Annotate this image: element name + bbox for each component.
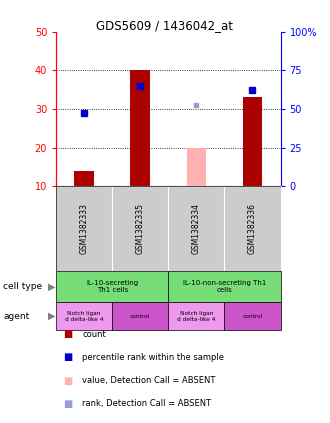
Text: agent: agent xyxy=(3,312,30,321)
Text: rank, Detection Call = ABSENT: rank, Detection Call = ABSENT xyxy=(82,399,212,409)
Bar xyxy=(168,186,224,271)
Text: ▶: ▶ xyxy=(48,311,55,321)
Text: GSM1382334: GSM1382334 xyxy=(192,203,201,254)
Text: ■: ■ xyxy=(63,329,72,339)
Text: control: control xyxy=(242,314,263,319)
Text: cell type: cell type xyxy=(3,282,43,291)
Bar xyxy=(168,302,224,330)
Text: ■: ■ xyxy=(63,399,72,409)
Text: ■: ■ xyxy=(63,376,72,386)
Bar xyxy=(56,186,112,271)
Bar xyxy=(168,271,280,302)
Text: count: count xyxy=(82,330,106,339)
Text: Notch ligan
d delta-like 4: Notch ligan d delta-like 4 xyxy=(65,311,103,321)
Text: percentile rank within the sample: percentile rank within the sample xyxy=(82,353,224,362)
Bar xyxy=(74,170,94,186)
Text: GSM1382333: GSM1382333 xyxy=(80,203,89,254)
Text: ■: ■ xyxy=(63,352,72,363)
Text: GSM1382335: GSM1382335 xyxy=(136,203,145,254)
Text: IL-10-secreting
Th1 cells: IL-10-secreting Th1 cells xyxy=(86,280,138,293)
Text: value, Detection Call = ABSENT: value, Detection Call = ABSENT xyxy=(82,376,216,385)
Bar xyxy=(186,148,206,186)
Text: Notch ligan
d delta-like 4: Notch ligan d delta-like 4 xyxy=(177,311,215,321)
Bar xyxy=(243,97,262,186)
Bar xyxy=(112,302,168,330)
Text: control: control xyxy=(130,314,150,319)
Text: GSM1382336: GSM1382336 xyxy=(248,203,257,254)
Text: ▶: ▶ xyxy=(48,282,55,291)
Bar xyxy=(56,271,168,302)
Bar xyxy=(224,302,280,330)
Text: IL-10-non-secreting Th1
cells: IL-10-non-secreting Th1 cells xyxy=(183,280,266,293)
Bar xyxy=(112,186,168,271)
Text: GDS5609 / 1436042_at: GDS5609 / 1436042_at xyxy=(96,19,234,32)
Bar xyxy=(56,302,112,330)
Bar xyxy=(130,70,150,186)
Bar xyxy=(224,186,280,271)
